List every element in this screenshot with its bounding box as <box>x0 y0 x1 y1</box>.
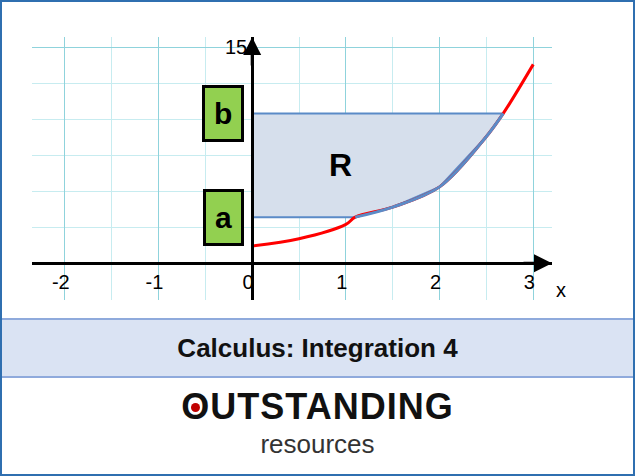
svg-text:3: 3 <box>524 271 535 293</box>
svg-text:2: 2 <box>430 271 441 293</box>
svg-text:R: R <box>329 147 352 183</box>
html-text:Calculus: Integration 4: Calculus: Integration 4 <box>177 332 458 363</box>
svg-text:-2: -2 <box>52 271 70 293</box>
svg-text:15: 15 <box>225 36 247 58</box>
svg-text:-1: -1 <box>146 271 164 293</box>
html-text:resources: resources <box>260 429 375 459</box>
html-text:O UTSTANDING: O UTSTANDING <box>181 386 454 427</box>
svg-text:0: 0 <box>243 271 254 293</box>
svg-text:1: 1 <box>336 271 347 293</box>
svg-text:x: x <box>556 279 566 301</box>
svg-text:a: a <box>215 201 232 234</box>
svg-text:b: b <box>214 97 232 130</box>
